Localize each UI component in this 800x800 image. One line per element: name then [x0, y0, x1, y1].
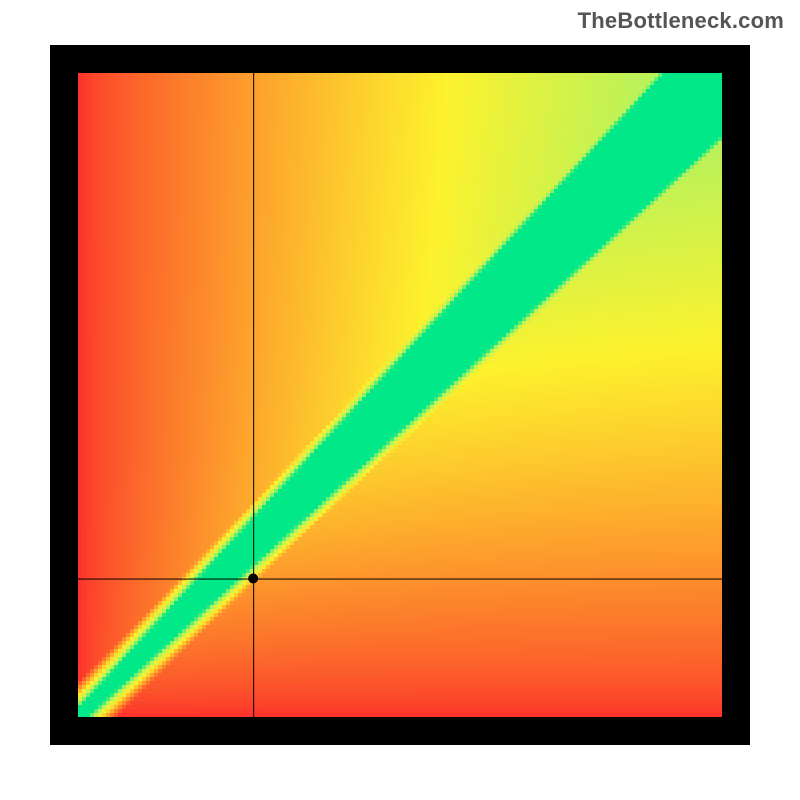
- chart-container: TheBottleneck.com: [0, 0, 800, 800]
- chart-frame: [50, 45, 750, 745]
- heatmap-canvas: [78, 73, 722, 717]
- watermark-text: TheBottleneck.com: [578, 8, 784, 34]
